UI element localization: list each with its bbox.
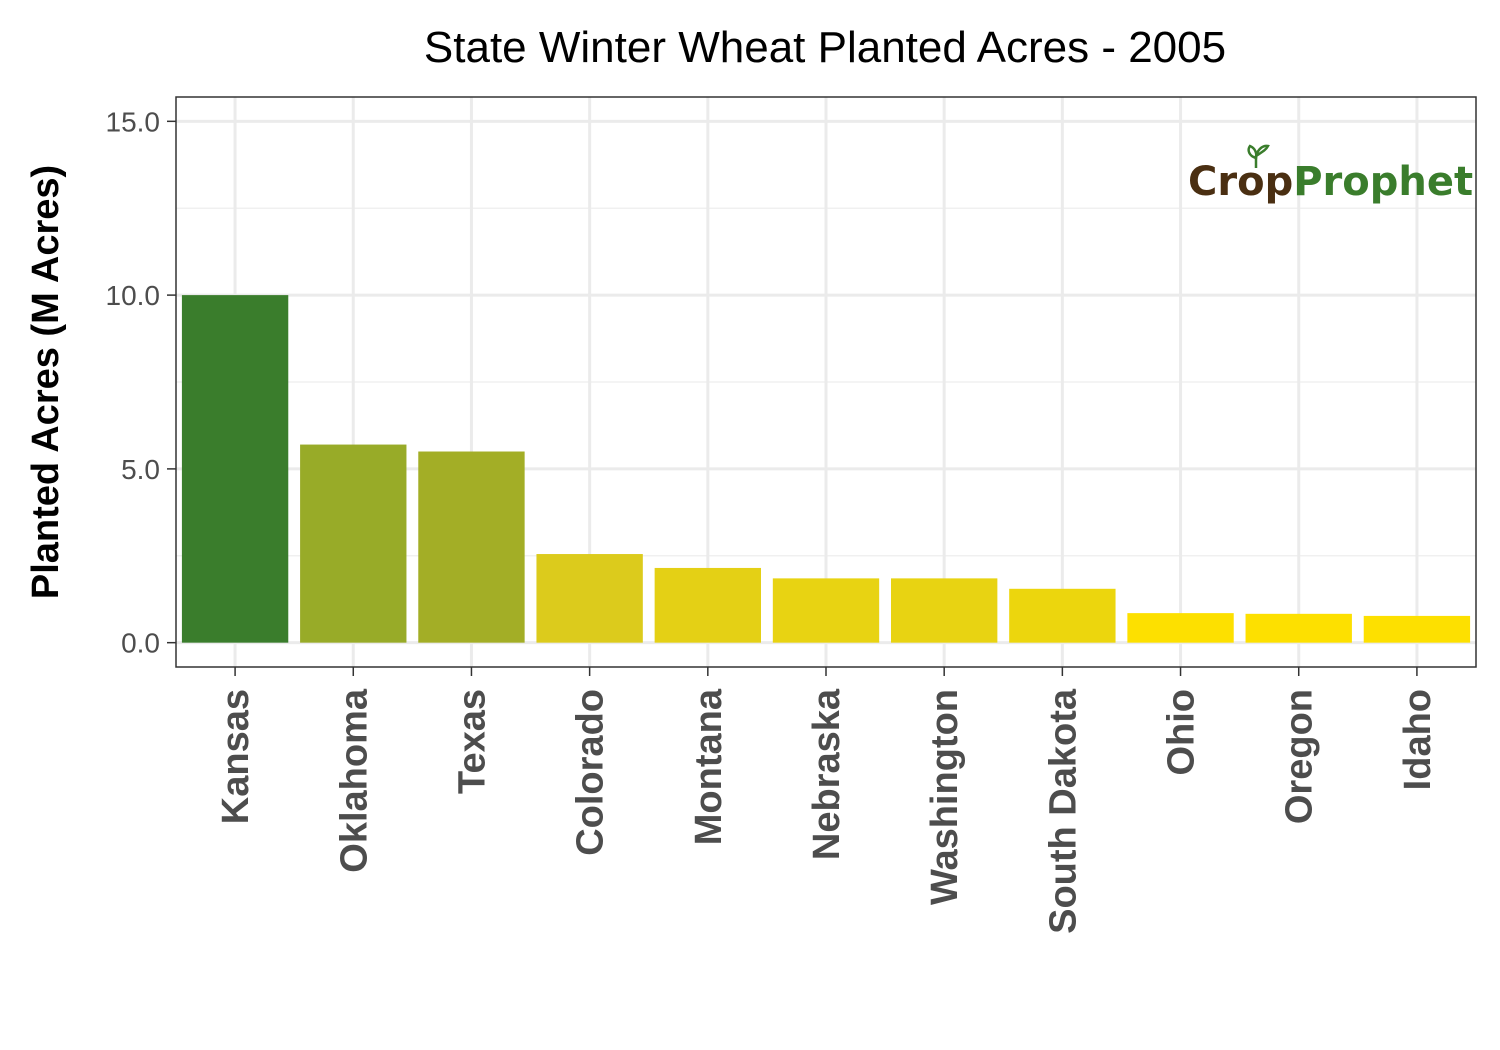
x-tick-label: Texas <box>451 689 493 794</box>
y-tick-label: 5.0 <box>121 454 160 485</box>
bar-ohio <box>1127 613 1234 643</box>
svg-text:CropProphet: CropProphet <box>1188 159 1473 205</box>
bar-oklahoma <box>300 444 407 643</box>
bar-nebraska <box>772 578 880 643</box>
logo-text-crop: Crop <box>1188 159 1293 205</box>
y-axis-label: Planted Acres (M Acres) <box>25 165 67 599</box>
bar-montana <box>654 567 761 643</box>
x-tick-label: South Dakota <box>1042 688 1084 934</box>
x-tick-label: Kansas <box>215 689 257 824</box>
bar-south-dakota <box>1009 588 1116 643</box>
x-axis-ticks: Kansas Oklahoma Texas Colorado Montana Nebras… <box>215 667 1439 934</box>
x-tick-label: Nebraska <box>806 688 848 860</box>
x-tick-label: Washington <box>924 689 966 905</box>
y-tick-label: 10.0 <box>106 280 161 311</box>
bar-oregon <box>1245 613 1352 643</box>
chart-title: State Winter Wheat Planted Acres - 2005 <box>424 23 1226 72</box>
x-tick-label: Oregon <box>1279 689 1321 824</box>
x-tick-label: Oklahoma <box>333 688 375 873</box>
y-axis-ticks: 0.0 5.0 10.0 15.0 <box>106 106 176 659</box>
x-tick-label: Montana <box>688 688 730 845</box>
logo-text-prophet: Prophet <box>1293 159 1473 205</box>
bars <box>181 295 1471 643</box>
x-tick-label: Ohio <box>1161 689 1203 776</box>
cropprophet-logo: CropProphet <box>1188 144 1473 205</box>
bar-colorado <box>536 554 643 643</box>
bar-washington <box>891 578 998 643</box>
bar-kansas <box>181 295 289 643</box>
x-tick-label: Idaho <box>1397 689 1439 790</box>
x-tick-label: Colorado <box>570 689 612 856</box>
sprout-icon <box>1247 144 1270 168</box>
y-tick-label: 0.0 <box>121 628 160 659</box>
y-tick-label: 15.0 <box>106 106 161 137</box>
bar-idaho <box>1363 615 1471 643</box>
bar-texas <box>418 451 525 643</box>
